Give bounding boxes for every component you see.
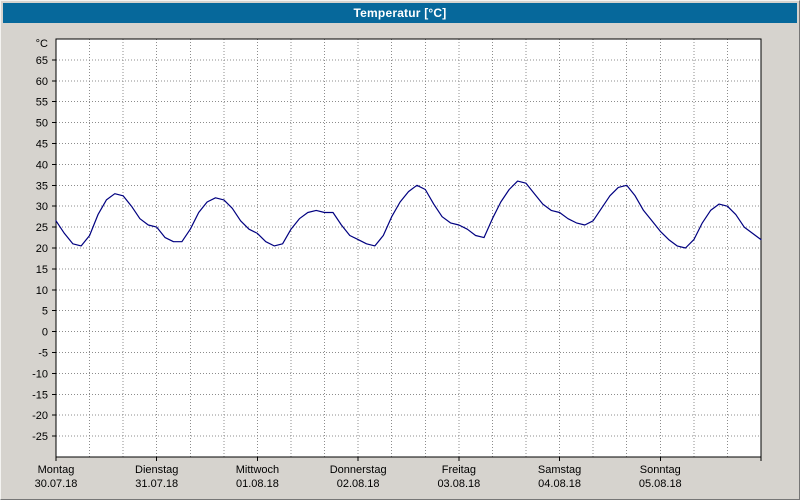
day-name-label: Dienstag xyxy=(135,464,178,476)
day-date-label: 03.08.18 xyxy=(437,478,480,490)
y-tick-label: 55 xyxy=(36,97,48,109)
y-tick-label: 50 xyxy=(36,118,48,130)
y-tick-label: 5 xyxy=(42,306,48,318)
day-name-label: Freitag xyxy=(442,464,476,476)
window-title: Temperatur [°C] xyxy=(353,6,447,20)
chart-area: -25 -20 -15 -10 -5 0 5 10 15 20 25 30 35 40 45 50 55 60 65… xyxy=(3,23,797,497)
day-date-label: 02.08.18 xyxy=(337,478,380,490)
y-tick-label: -20 xyxy=(32,410,48,422)
y-tick-label: 40 xyxy=(36,159,48,171)
y-tick-label: 60 xyxy=(36,76,48,88)
y-tick-label: 25 xyxy=(36,222,48,234)
y-tick-label: 65 xyxy=(36,55,48,67)
y-tick-label: -5 xyxy=(38,348,48,360)
day-name-label: Donnerstag xyxy=(330,464,387,476)
y-tick-label: -15 xyxy=(32,389,48,401)
day-date-label: 05.08.18 xyxy=(639,478,682,490)
plot-border xyxy=(55,38,762,458)
y-tick-label: 30 xyxy=(36,201,48,213)
y-tick-label: 10 xyxy=(36,285,48,297)
day-name-label: Montag xyxy=(38,464,75,476)
y-tick-label: 45 xyxy=(36,139,48,151)
day-name-label: Sonntag xyxy=(640,464,681,476)
day-date-label: 04.08.18 xyxy=(538,478,581,490)
y-tick-label: 15 xyxy=(36,264,48,276)
temperature-line xyxy=(55,180,762,249)
title-bar[interactable]: Temperatur [°C] xyxy=(3,3,797,23)
day-name-label: Mittwoch xyxy=(236,464,279,476)
y-unit-label: °C xyxy=(36,38,48,50)
y-tick-label: 20 xyxy=(36,243,48,255)
day-date-label: 30.07.18 xyxy=(35,478,78,490)
day-name-label: Samstag xyxy=(538,464,581,476)
y-tick-label: -10 xyxy=(32,368,48,380)
temperature-chart: -25 -20 -15 -10 -5 0 5 10 15 20 25 30 35 40 45 50 55 60 65… xyxy=(32,38,762,490)
y-tick-label: 35 xyxy=(36,180,48,192)
day-date-label: 31.07.18 xyxy=(135,478,178,490)
y-tick-label: 0 xyxy=(42,327,48,339)
day-date-label: 01.08.18 xyxy=(236,478,279,490)
y-tick-label: -25 xyxy=(32,431,48,443)
